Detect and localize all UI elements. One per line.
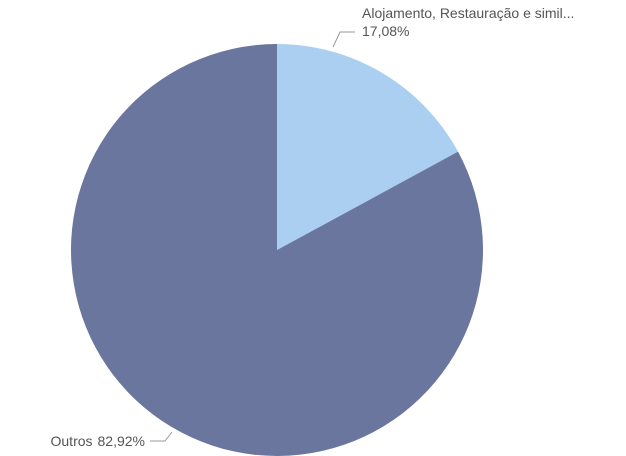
slice-label: Outros 82,92% bbox=[51, 433, 146, 449]
category-label: Outros bbox=[51, 433, 93, 449]
leader-line bbox=[150, 431, 173, 442]
pie-slice bbox=[277, 44, 459, 250]
pie-slice bbox=[71, 44, 483, 456]
value-label: 82,92% bbox=[98, 433, 145, 449]
value-label: 17,08% bbox=[362, 23, 409, 39]
slice-label: Alojamento, Restauração e simil... 17,08% bbox=[362, 5, 574, 39]
leader-line bbox=[332, 31, 355, 48]
category-label: Alojamento, Restauração e simil... bbox=[362, 5, 574, 21]
